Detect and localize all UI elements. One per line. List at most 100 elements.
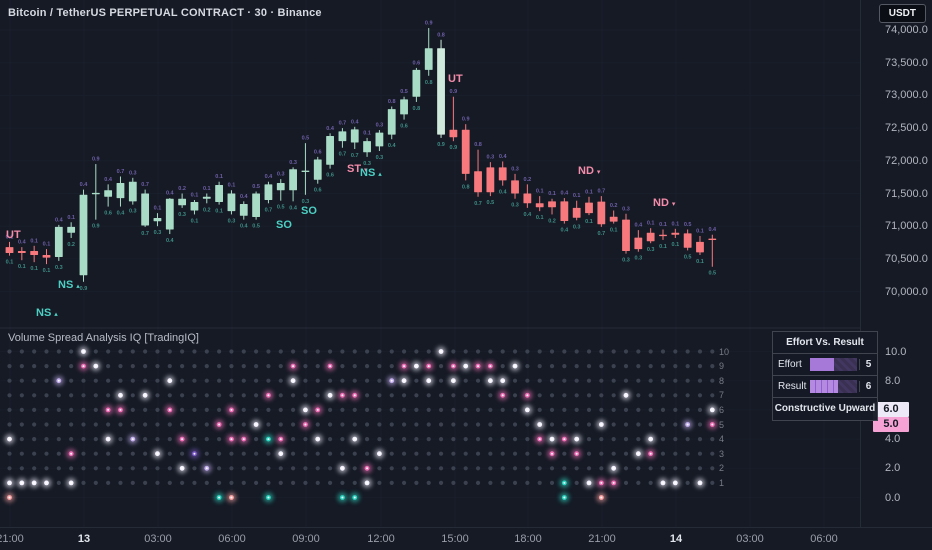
vsa-dot <box>648 480 653 485</box>
vsa-dot <box>327 407 333 412</box>
vsa-dot <box>685 407 690 412</box>
candle-bottom-label: 0.6 <box>314 188 322 194</box>
vsa-dot <box>463 349 468 354</box>
candle-top-label: 0.4 <box>265 174 274 180</box>
vsa-dot-core <box>279 452 282 455</box>
vsa-dot <box>93 393 98 398</box>
candle-bottom-label: 0.2 <box>548 218 556 224</box>
vsa-dot <box>660 422 666 427</box>
vsa-dot <box>685 451 690 456</box>
vsa-dot <box>266 349 271 354</box>
vsa-dot <box>32 364 37 369</box>
vsa-dot <box>32 407 37 412</box>
vsa-dot <box>451 422 456 427</box>
vsa-dot <box>266 422 271 427</box>
vsa-dot-core <box>600 423 603 426</box>
candle-top-label: 0.1 <box>363 130 371 136</box>
vsa-dot <box>69 378 74 383</box>
candle-body <box>449 129 458 138</box>
candle-bottom-label: 0.6 <box>400 124 408 130</box>
vsa-dot <box>586 422 592 427</box>
indicator-title[interactable]: Volume Spread Analysis IQ [TradingIQ] <box>8 332 199 344</box>
vsa-dot <box>254 480 259 485</box>
vsa-dot <box>426 480 431 485</box>
vsa-dot <box>697 466 703 471</box>
vsa-dot <box>352 480 357 485</box>
candle-body <box>326 135 334 165</box>
price-axis-label: 73,000.0 <box>885 89 928 102</box>
time-axis-label: 03:00 <box>144 533 172 545</box>
vsa-dot <box>56 466 61 471</box>
currency-unit-button[interactable]: USDT <box>878 4 926 23</box>
vsa-dot <box>414 349 419 354</box>
vsa-dot <box>475 422 481 427</box>
vsa-dot-core <box>181 467 184 470</box>
candle-body <box>313 159 322 180</box>
candle-body <box>54 226 63 257</box>
vsa-dot <box>56 422 61 427</box>
candle-body <box>141 193 150 226</box>
vsa-dot <box>56 437 61 442</box>
vsa-dot <box>93 437 98 442</box>
vsa-dot <box>204 378 209 383</box>
vsa-dot <box>303 437 308 442</box>
vsa-dot <box>710 364 715 369</box>
vsa-dot <box>278 378 283 383</box>
vsa-dot <box>451 407 456 412</box>
vsa-dot <box>217 480 222 485</box>
vsa-dot <box>426 422 431 427</box>
vsa-dot <box>525 480 530 485</box>
vsa-dot <box>377 378 382 383</box>
vsa-dot <box>19 364 24 369</box>
vsa-dot <box>364 422 370 427</box>
vsa-dot <box>451 466 456 471</box>
vsa-dot <box>204 393 209 398</box>
vsa-dot <box>106 466 111 471</box>
vsa-dot <box>315 378 320 383</box>
vsa-dot <box>266 451 271 456</box>
vsa-dot <box>7 364 12 369</box>
vsa-dot <box>537 407 542 412</box>
vsa-dot <box>290 437 296 442</box>
vsa-dot <box>254 349 259 354</box>
price-axis[interactable]: 74,000.0 73,500.0 73,000.0 72,500.0 72,000.0… <box>860 0 932 527</box>
vsa-dot <box>81 378 86 383</box>
vsa-dot <box>710 349 715 354</box>
vsa-dot-core <box>267 394 270 397</box>
vsa-dot <box>574 378 579 383</box>
vsa-dot <box>500 349 505 354</box>
vsa-dot <box>562 422 567 427</box>
candle-body <box>622 219 630 252</box>
candle-body <box>412 69 421 97</box>
vsa-dot <box>315 451 320 456</box>
symbol-title[interactable]: Bitcoin / TetherUS PERPETUAL CONTRACT · … <box>8 7 322 19</box>
vsa-dot <box>414 378 419 383</box>
candle-bottom-label: 0.1 <box>18 264 26 270</box>
vsa-dot <box>167 349 172 354</box>
vsa-dot <box>44 407 49 412</box>
vsa-dot <box>500 364 505 369</box>
vsa-dot <box>93 451 98 456</box>
vsa-dot <box>426 407 431 412</box>
candle-top-label: 0.8 <box>437 32 445 38</box>
candle-top-label: 0.4 <box>18 240 27 246</box>
candle-bottom-label: 0.5 <box>252 224 260 230</box>
vsa-dot <box>106 422 111 427</box>
time-axis[interactable]: 21:00 13 03:00 06:00 09:00 12:00 15:00 18:00 21:… <box>0 527 932 550</box>
vsa-dot <box>229 349 234 354</box>
vsa-dot <box>106 480 111 485</box>
vsa-dot-core <box>575 452 578 455</box>
candle-body <box>79 194 88 276</box>
candle-body <box>646 232 655 242</box>
candle-body <box>511 180 519 194</box>
vsa-dot-core <box>415 365 418 368</box>
vsa-dot <box>19 422 24 427</box>
vsa-dot <box>229 451 234 456</box>
vsa-marker-so: SO <box>301 205 317 217</box>
vsa-dot <box>352 364 357 369</box>
vsa-dot <box>290 349 296 354</box>
vsa-dot-core <box>588 481 591 484</box>
vsa-dot <box>167 466 172 471</box>
